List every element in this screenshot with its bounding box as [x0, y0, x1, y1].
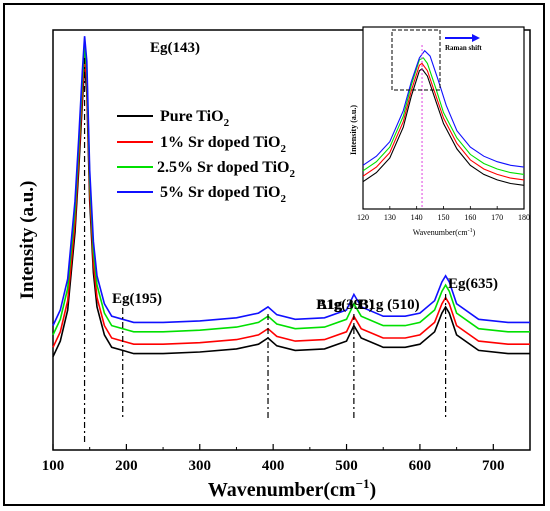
inset-x-tick-label-3: 150: [438, 213, 450, 222]
inset-x-axis-label: Wavenumber(cm-1): [413, 228, 476, 237]
main-x-tick-label-2: 300: [189, 458, 212, 474]
peak-marker-lines: [83, 58, 447, 444]
main-x-axis-label: Wavenumber(cm−1): [208, 476, 376, 501]
legend-label-sub-0: 2: [224, 117, 230, 129]
main-x-axis-label-close: ): [370, 479, 377, 501]
main-plot-area: [52, 29, 531, 451]
main-x-tick-label-0: 100: [42, 458, 65, 474]
inset-series-line-3: [362, 49, 525, 168]
raman-shift-arrowhead-icon: [472, 34, 480, 42]
inset-x-tick-label-6: 180: [518, 213, 530, 222]
peak-label-4: Eg(635): [448, 276, 498, 292]
legend-label-main-2: 2.5% Sr doped TiO: [157, 159, 290, 176]
inset-x-tick-label-5: 170: [491, 213, 503, 222]
inset-series-line-0: [362, 68, 525, 186]
inset-series-line-2: [362, 57, 525, 175]
legend-label-main-0: Pure TiO: [160, 108, 224, 125]
main-x-axis-ticks: 100 200 300 400 500 600 700: [42, 444, 505, 474]
inset-x-tick-label-0: 120: [357, 213, 369, 222]
inset-x-axis-label-text: Wavenumber(cm: [413, 228, 469, 237]
inset-x-tick-label-2: 140: [411, 213, 423, 222]
main-x-axis-label-text: Wavenumber(cm: [208, 479, 356, 501]
legend-label-3: 5% Sr doped TiO2: [160, 184, 287, 205]
inset-series-group: [362, 49, 525, 186]
legend-label-sub-1: 2: [281, 143, 287, 155]
main-x-tick-label-3: 400: [262, 458, 285, 474]
main-series-group: [52, 36, 530, 358]
legend-label-main-3: 5% Sr doped TiO: [160, 184, 281, 201]
inset-annotation: Raman shift: [445, 44, 482, 52]
legend-label-main-1: 1% Sr doped TiO: [160, 134, 281, 151]
peak-label-1: Eg(195): [112, 291, 162, 307]
legend-label-1: 1% Sr doped TiO2: [160, 134, 287, 155]
main-x-tick-label-4: 500: [335, 458, 358, 474]
peak-label-3: A1g + B1g (510): [316, 297, 419, 313]
main-x-tick-label-5: 600: [409, 458, 432, 474]
legend-label-sub-3: 2: [281, 193, 287, 205]
inset-zoom-box: [391, 29, 441, 91]
inset-chart: Raman shift 120 130 140 150 160 170 180 Intens…: [349, 26, 530, 237]
main-x-tick-label-1: 200: [115, 458, 138, 474]
legend-label-0: Pure TiO2: [160, 108, 230, 129]
legend-label-sub-2: 2: [290, 168, 296, 180]
inset-x-tick-label-1: 130: [384, 213, 396, 222]
inset-y-axis-label: Intensity (a.u.): [349, 105, 358, 155]
inset-x-axis-label-close: ): [473, 228, 476, 237]
legend-label-2: 2.5% Sr doped TiO2: [157, 159, 296, 180]
peak-annotations: Eg(143) Eg(195) B1g(393)A1g + B1g (510) Eg(…: [112, 40, 498, 313]
inset-x-tick-label-4: 160: [464, 213, 476, 222]
peak-label-0: Eg(143): [150, 40, 200, 56]
peak-label-2: B1g(393): [316, 297, 374, 313]
main-y-axis-label: Intensity (a.u.): [17, 181, 38, 300]
series-line-3: [52, 36, 530, 326]
inset-series-line-1: [362, 62, 525, 181]
inset-x-axis-label-sup: -1: [468, 228, 473, 234]
main-x-tick-label-6: 700: [482, 458, 505, 474]
main-x-axis-label-sup: −1: [356, 476, 370, 491]
inset-x-axis-ticks: 120 130 140 150 160 170 180: [357, 206, 530, 222]
